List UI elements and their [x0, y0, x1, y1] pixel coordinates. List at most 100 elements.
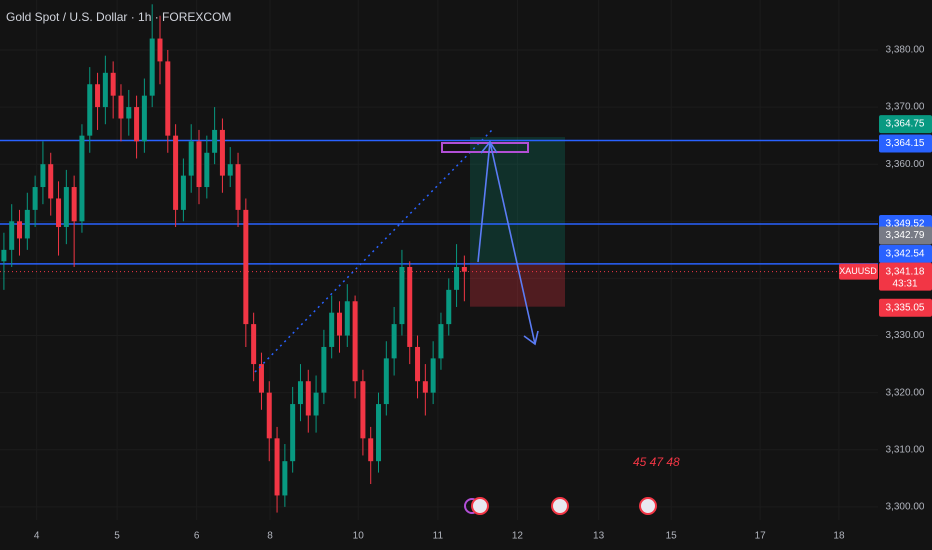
candle-body — [95, 84, 101, 108]
event-icons — [464, 497, 657, 515]
candle-body — [266, 392, 272, 439]
candle-body — [274, 438, 280, 496]
candle-body — [321, 346, 327, 393]
candle-body — [399, 266, 405, 325]
candle-body — [360, 381, 366, 439]
last-price: 3,341.18 — [886, 266, 925, 277]
candle-body — [188, 141, 194, 176]
arrow-head — [523, 330, 539, 346]
price-tag-bg — [879, 134, 932, 153]
price-tag-bg — [879, 244, 932, 263]
candle-body — [454, 266, 460, 290]
loss-zone — [470, 262, 565, 307]
entry-tag-bg — [879, 226, 932, 245]
candle-body — [391, 324, 397, 359]
candle-body — [235, 164, 241, 210]
candle-body — [173, 135, 179, 210]
y-tick-label: 3,380.00 — [886, 45, 925, 56]
candle-body — [63, 187, 69, 228]
candle-body — [313, 392, 319, 416]
symbol: XAUUSD — [839, 266, 877, 276]
zone-box — [441, 142, 529, 153]
x-tick-label: 15 — [666, 531, 678, 542]
x-tick-label: 5 — [114, 531, 120, 542]
x-tick-label: 13 — [593, 531, 605, 542]
candle-body — [165, 61, 171, 136]
candle-body — [282, 461, 288, 496]
candle-body — [9, 221, 15, 250]
candle-body — [352, 301, 358, 382]
candle-body — [87, 84, 93, 136]
x-tick-label: 4 — [34, 531, 40, 542]
candle-body — [336, 312, 342, 336]
price-tag: 3,364.15 — [886, 138, 925, 149]
y-tick-label: 3,320.00 — [886, 387, 925, 398]
x-tick-label: 18 — [833, 531, 845, 542]
y-tick-label: 3,360.00 — [886, 159, 925, 170]
candle-body — [344, 301, 350, 336]
chart-title: Gold Spot / U.S. Dollar · 1h · FOREXCOM — [6, 10, 231, 24]
candle-body — [149, 38, 155, 96]
candle-body — [126, 107, 132, 119]
candle-body — [71, 187, 77, 222]
candle-body — [48, 164, 54, 199]
x-tick-label: 17 — [755, 531, 767, 542]
candle-body — [134, 107, 140, 142]
candle-body — [32, 187, 38, 210]
candle-body — [141, 95, 147, 142]
annotation: 45 47 48 — [633, 455, 680, 469]
candle-body — [102, 72, 108, 108]
candle-body — [290, 404, 296, 462]
candle-body — [204, 152, 210, 188]
profit-zone — [470, 137, 565, 263]
candle-body — [446, 289, 452, 325]
symbol-bg — [839, 263, 878, 280]
candle-body — [422, 381, 428, 393]
candle-body — [461, 266, 467, 272]
candle-body — [329, 312, 335, 347]
y-tick-label: 3,370.00 — [886, 102, 925, 113]
candle-body — [305, 381, 311, 416]
price-tag: 3,342.54 — [886, 249, 925, 260]
candle-body — [196, 141, 202, 188]
y-tick-label: 3,310.00 — [886, 444, 925, 455]
price-tag: 3,349.52 — [886, 219, 925, 230]
candle-body — [1, 249, 7, 262]
tp-tag: 3,364.75 — [886, 119, 925, 130]
candle-body — [110, 72, 116, 96]
grid — [0, 0, 878, 520]
x-tick-label: 12 — [512, 531, 524, 542]
candle-body — [79, 135, 85, 222]
x-tick-label: 8 — [267, 531, 273, 542]
candle-body — [17, 221, 23, 239]
candle-body — [227, 164, 233, 176]
candle-body — [243, 209, 249, 325]
sl-tag: 3,335.05 — [886, 302, 925, 313]
candle-body — [118, 95, 124, 119]
candle-body — [24, 209, 30, 239]
x-tick-label: 10 — [353, 531, 365, 542]
position-tool — [470, 137, 565, 307]
drawings — [254, 129, 657, 515]
candle-body — [415, 346, 421, 382]
arrow-head — [480, 140, 498, 154]
y-tick-label: 3,330.00 — [886, 330, 925, 341]
axes: 3,300.003,310.003,320.003,330.003,340.00… — [34, 45, 932, 542]
candle-body — [212, 129, 218, 153]
candle-body — [383, 358, 389, 405]
tp-tag-bg — [879, 115, 932, 134]
x-tick-label: 6 — [194, 531, 200, 542]
candle-body — [407, 266, 413, 347]
candle-body — [438, 324, 444, 359]
last-price-bg — [879, 262, 932, 291]
entry-tag: 3,342.79 — [886, 230, 925, 241]
candle-body — [157, 38, 163, 62]
candle-body — [180, 175, 186, 210]
candles — [1, 4, 467, 513]
candle-body — [376, 404, 382, 462]
candle-body — [368, 438, 374, 462]
trend-line — [254, 129, 493, 373]
y-tick-label: 3,300.00 — [886, 502, 925, 513]
